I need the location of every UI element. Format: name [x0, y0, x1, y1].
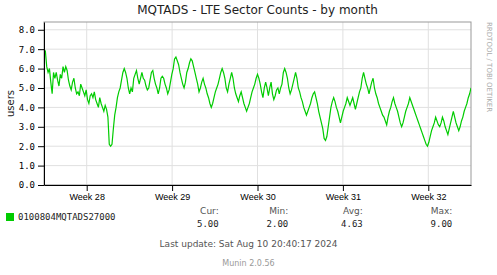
- annotation: RRDTOOL / TOBI OETIKER: [485, 22, 493, 112]
- grid: [44, 22, 471, 185]
- tick: 5.0: [19, 83, 44, 93]
- tick-label: Week 28: [70, 192, 105, 202]
- tick: Week 30: [240, 185, 275, 202]
- tick: 6.0: [19, 64, 44, 74]
- stat-value: 4.63: [341, 219, 363, 229]
- tick-label: 4.0: [19, 103, 35, 113]
- tick-label: 7.0: [19, 45, 35, 55]
- tick: Week 32: [411, 185, 446, 202]
- tick-label: 0.0: [19, 180, 35, 190]
- tick: 1.0: [19, 161, 44, 171]
- tick-label: 1.0: [19, 161, 35, 171]
- annotation: Last update: Sat Aug 10 20:40:17 2024: [160, 239, 338, 249]
- tick: 2.0: [19, 142, 44, 152]
- tick-label: Week 29: [155, 192, 190, 202]
- y-axis: 0.0 1.0 2.0 3.0 4.0 5.0 6.0 7.0 8.0: [19, 23, 45, 191]
- tick-label: 6.0: [19, 64, 35, 74]
- stat-value: 9.00: [431, 219, 453, 229]
- stat-label: Avg:: [343, 206, 363, 216]
- tick-mark: [38, 69, 44, 70]
- stat-value: 2.00: [267, 219, 289, 229]
- tick-mark: [38, 49, 44, 50]
- tick: 7.0: [19, 45, 44, 55]
- tick-mark: [172, 185, 173, 191]
- grid-line-x: [342, 22, 343, 185]
- tick-label: 5.0: [19, 83, 35, 93]
- axis-domain: [44, 23, 45, 186]
- tick-label: Week 31: [326, 192, 361, 202]
- tick-mark: [38, 166, 44, 167]
- legend: 0100804MQTADS27000: [6, 212, 116, 222]
- tick-label: 3.0: [19, 122, 35, 132]
- tick-mark: [258, 185, 259, 191]
- grid-line-x: [86, 22, 87, 185]
- tick-mark: [428, 185, 429, 191]
- title: MQTADS - LTE Sector Counts - by month: [137, 3, 378, 17]
- tick: 4.0: [19, 103, 44, 113]
- tick-mark: [343, 185, 344, 191]
- legend-label: 0100804MQTADS27000: [18, 212, 116, 222]
- tick-mark: [38, 30, 44, 31]
- tick-label: Week 32: [411, 192, 446, 202]
- stat-label: Max:: [431, 206, 453, 216]
- tick: Week 31: [326, 185, 361, 202]
- tick-mark: [38, 88, 44, 89]
- plot-frame: [44, 22, 471, 185]
- chart: 0.01.02.03.04.05.06.07.08.0Week 28Week 2…: [0, 0, 497, 275]
- y-axis-label: users: [5, 90, 16, 117]
- tick-mark: [38, 127, 44, 128]
- grid-line-x: [172, 22, 173, 185]
- legend-swatch: [6, 213, 14, 221]
- tick: 3.0: [19, 122, 44, 132]
- stat-label: Min:: [269, 206, 288, 216]
- tick: 8.0: [19, 25, 44, 35]
- annotation: Munin 2.0.56: [222, 259, 274, 268]
- grid-line-x: [428, 22, 429, 185]
- tick-mark: [38, 146, 44, 147]
- stat-label: Cur:: [200, 206, 219, 216]
- marks: [44, 49, 471, 146]
- grid-line-x: [257, 22, 258, 185]
- tick: 0.0: [19, 180, 44, 190]
- tick: Week 29: [155, 185, 190, 202]
- tick-mark: [87, 185, 88, 191]
- x-axis: Week 28 Week 29 Week 30 Week 31 Week 32: [45, 185, 472, 202]
- tick: Week 28: [70, 185, 105, 202]
- tick-label: 8.0: [19, 25, 35, 35]
- series-line: [44, 49, 471, 146]
- tick-mark: [38, 107, 44, 108]
- tick-label: Week 30: [240, 192, 275, 202]
- stat-value: 5.00: [197, 219, 219, 229]
- tick-label: 2.0: [19, 142, 35, 152]
- tick-mark: [38, 185, 44, 186]
